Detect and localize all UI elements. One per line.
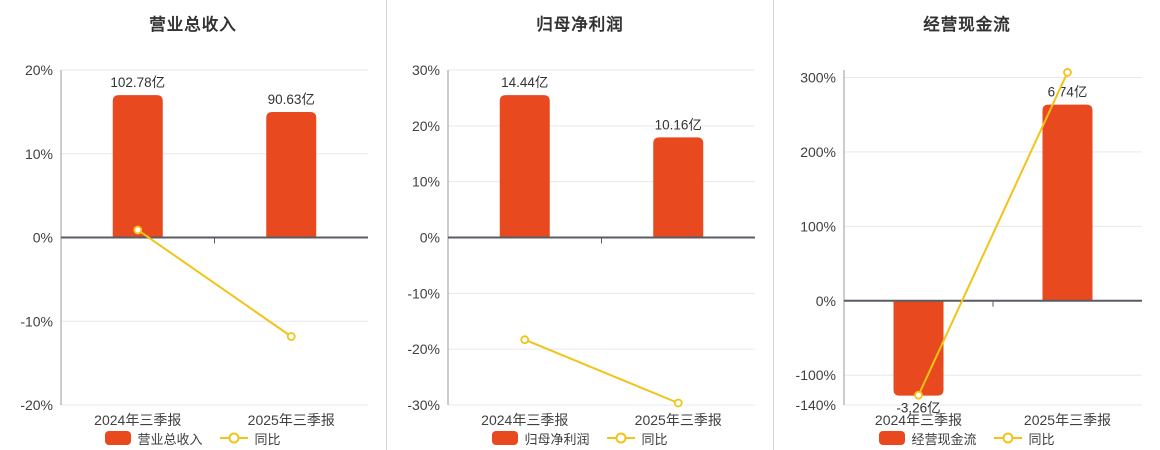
legend-item-operating-cashflow[interactable]: 经营现金流: [879, 429, 977, 448]
yoy-marker-2025年三季报[interactable]: [286, 332, 296, 341]
legend-item-label: 同比: [641, 431, 668, 447]
yoy-marker-2024年三季报[interactable]: [520, 335, 530, 345]
y-tick-label: -140%: [796, 397, 836, 413]
y-tick-label: 20%: [25, 62, 53, 78]
y-tick-label: 0%: [33, 230, 53, 246]
yoy-marker-2024年三季报[interactable]: [133, 225, 143, 235]
y-tick-label: -20%: [20, 397, 53, 413]
y-tick-label: 10%: [25, 146, 53, 162]
yoy-marker-2025年三季报[interactable]: [1063, 68, 1072, 77]
revenue-bar-legend-icon: [105, 431, 132, 445]
legend-item-yoy-revenue[interactable]: 同比: [219, 429, 281, 448]
legend-item-label: 经营现金流: [911, 431, 977, 447]
y-tick-label: 0%: [816, 293, 836, 309]
operating-cashflow-chart-legend: 经营现金流 同比: [774, 426, 1160, 450]
legend-item-revenue[interactable]: 营业总收入: [105, 429, 203, 448]
x-category-label: 2025年三季报: [635, 412, 722, 426]
revenue-panel: 营业总收入 20% 10% 0% -10% -20% 102.78亿 90.63亿 2024年…: [0, 0, 387, 450]
bar-2024年三季报[interactable]: [499, 95, 550, 238]
x-category-label: 2025年三季报: [248, 412, 335, 426]
yoy-line-legend-icon: [606, 432, 635, 444]
y-tick-label: -30%: [407, 397, 440, 413]
net-profit-bar-legend-icon: [492, 431, 519, 445]
revenue-chart-title: 营业总收入: [149, 16, 237, 34]
net-profit-panel: 归母净利润 30% 20% 10% 0% -10% -20% -30% 14.44亿 10.16…: [387, 0, 774, 450]
operating-cashflow-chart-plot: 300% 200% 100% 0% -100% -140% -3.26亿 6.74亿 2024年…: [796, 68, 1142, 426]
y-tick-label: -10%: [20, 313, 53, 329]
bar-2025年三季报[interactable]: [266, 111, 317, 238]
legend-item-label: 归母净利润: [524, 431, 590, 447]
legend-item-yoy-net-profit[interactable]: 同比: [606, 429, 668, 448]
x-category-label: 2024年三季报: [94, 412, 181, 426]
bar-value-label: 90.63亿: [268, 92, 315, 107]
y-tick-label: 200%: [800, 144, 836, 160]
legend-item-net-profit[interactable]: 归母净利润: [492, 429, 590, 448]
yoy-line[interactable]: [524, 338, 679, 404]
bar-2025年三季报[interactable]: [653, 137, 704, 238]
yoy-marker-2025年三季报[interactable]: [673, 398, 683, 408]
y-tick-label: -20%: [407, 341, 440, 357]
legend-item-label: 同比: [1028, 431, 1055, 447]
bar-2025年三季报[interactable]: [1042, 104, 1093, 301]
yoy-line-legend-icon: [219, 432, 248, 444]
bar-2024年三季报[interactable]: [112, 95, 163, 238]
revenue-chart-plot: 20% 10% 0% -10% -20% 102.78亿 90.63亿 2024年三季报 202…: [20, 62, 368, 426]
bar-value-label: 14.44亿: [501, 75, 548, 90]
net-profit-chart-title: 归母净利润: [536, 16, 624, 34]
bar-value-label: -3.26亿: [896, 401, 940, 416]
operating-cashflow-panel: 经营现金流 300% 200% 100% 0% -100% -140% -3.26亿 6.74…: [774, 0, 1160, 450]
y-tick-label: 30%: [412, 62, 440, 78]
cashflow-bar-legend-icon: [879, 431, 906, 445]
y-tick-label: 300%: [800, 69, 836, 85]
revenue-chart-legend: 营业总收入 同比: [0, 426, 386, 450]
x-category-label: 2025年三季报: [1024, 412, 1111, 426]
legend-item-label: 营业总收入: [137, 431, 203, 447]
legend-item-label: 同比: [254, 431, 281, 447]
yoy-line[interactable]: [137, 229, 292, 338]
yoy-marker-2024年三季报[interactable]: [914, 390, 923, 400]
bar-2024年三季报[interactable]: [893, 300, 944, 396]
y-tick-label: 100%: [800, 218, 836, 234]
y-tick-label: -100%: [796, 367, 836, 383]
bar-value-label: 102.78亿: [110, 75, 165, 90]
bar-value-label: 10.16亿: [655, 117, 702, 132]
yoy-line[interactable]: [917, 72, 1069, 396]
operating-cashflow-chart-title: 经营现金流: [923, 16, 1011, 34]
yoy-line-legend-icon: [993, 432, 1022, 444]
x-category-label: 2024年三季报: [481, 412, 568, 426]
net-profit-chart-plot: 30% 20% 10% 0% -10% -20% -30% 14.44亿 10.16亿 2024年…: [407, 62, 755, 426]
bar-value-label: 6.74亿: [1048, 85, 1088, 100]
y-tick-label: 0%: [420, 230, 440, 246]
legend-item-yoy-cashflow[interactable]: 同比: [993, 429, 1055, 448]
y-tick-label: 10%: [412, 174, 440, 190]
y-tick-label: 20%: [412, 118, 440, 134]
y-tick-label: -10%: [407, 285, 440, 301]
x-category-label: 2024年三季报: [875, 412, 962, 426]
net-profit-chart-legend: 归母净利润 同比: [387, 426, 773, 450]
